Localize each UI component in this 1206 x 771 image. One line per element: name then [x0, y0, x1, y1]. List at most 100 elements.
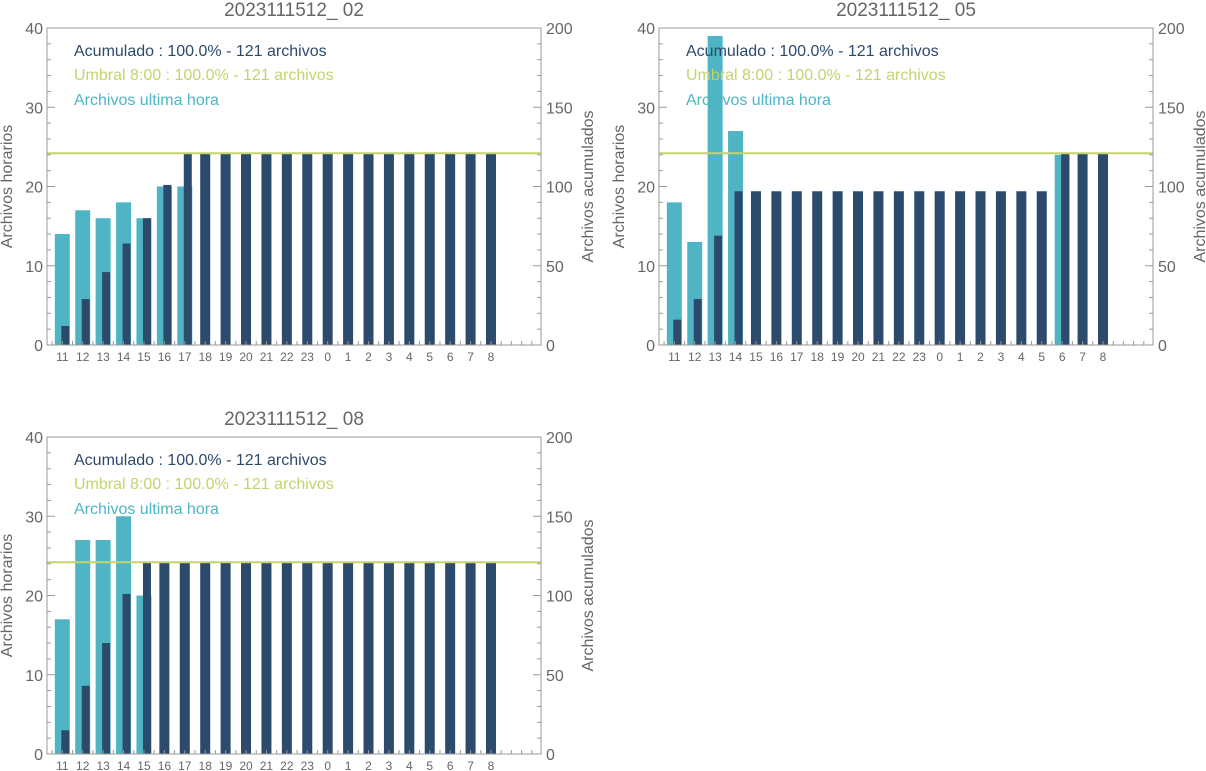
x-tick-label: 17 — [178, 350, 192, 364]
cumulative-bar-8 — [485, 562, 496, 754]
hourly-bar-11 — [666, 202, 682, 345]
x-tick-label: 0 — [936, 350, 943, 364]
right-tick-label: 200 — [546, 430, 573, 447]
cumulative-bar-11 — [61, 325, 70, 345]
cumulative-bar-16 — [163, 184, 172, 345]
left-tick-label: 20 — [25, 180, 43, 197]
legend-acumulado: Acumulado : 100.0% - 121 archivos — [686, 43, 939, 60]
cumulative-bar-21 — [261, 562, 272, 754]
cumulative-bar-23 — [302, 153, 313, 345]
chart-title: 2023111512_ 08 — [224, 409, 364, 430]
right-tick-label: 150 — [1158, 100, 1185, 117]
x-tick-label: 11 — [668, 350, 681, 364]
x-tick-label: 7 — [467, 350, 474, 364]
cumulative-bar-1 — [343, 562, 354, 754]
cumulative-bar-22 — [281, 562, 292, 754]
x-tick-label: 12 — [76, 350, 90, 364]
y-axis-title: Archivos horarios — [611, 125, 628, 249]
x-tick-label: 23 — [913, 350, 927, 364]
x-tick-label: 12 — [688, 350, 702, 364]
left-tick-label: 20 — [25, 589, 43, 606]
cumulative-bar-0 — [322, 153, 333, 345]
x-tick-label: 20 — [851, 350, 865, 364]
cumulative-bar-15 — [750, 191, 761, 345]
cumulative-bar-3 — [383, 562, 394, 754]
x-tick-label: 20 — [239, 759, 253, 771]
legend-acumulado: Acumulado : 100.0% - 121 archivos — [74, 43, 327, 60]
x-tick-label: 14 — [117, 350, 131, 364]
x-tick-label: 18 — [199, 759, 213, 771]
x-tick-label: 3 — [998, 350, 1005, 364]
cumulative-bar-21 — [261, 153, 272, 345]
cumulative-bar-7 — [465, 153, 476, 345]
x-tick-label: 2 — [365, 759, 372, 771]
left-tick-label: 30 — [25, 100, 43, 117]
x-tick-label: 6 — [1059, 350, 1066, 364]
x-tick-label: 22 — [280, 350, 294, 364]
cumulative-bar-19 — [220, 153, 231, 345]
legend-umbral: Umbral 8:00 : 100.0% - 121 archivos — [686, 67, 946, 84]
cumulative-bar-16 — [771, 191, 782, 345]
cumulative-bar-20 — [241, 153, 252, 345]
cumulative-bar-2 — [975, 191, 986, 345]
cumulative-bar-1 — [955, 191, 966, 345]
x-tick-label: 22 — [892, 350, 906, 364]
cumulative-bar-23 — [302, 562, 313, 754]
chart-title: 2023111512_ 05 — [836, 0, 976, 21]
x-tick-label: 4 — [406, 350, 413, 364]
left-tick-label: 0 — [646, 338, 655, 355]
cumulative-bar-22 — [281, 153, 292, 345]
legend-umbral: Umbral 8:00 : 100.0% - 121 archivos — [74, 67, 334, 84]
x-tick-label: 4 — [406, 759, 413, 771]
x-tick-label: 1 — [345, 350, 352, 364]
x-tick-label: 17 — [790, 350, 804, 364]
left-tick-label: 30 — [637, 100, 655, 117]
x-tick-label: 14 — [729, 350, 743, 364]
x-tick-label: 22 — [280, 759, 294, 771]
x-tick-label: 0 — [324, 759, 331, 771]
cumulative-bar-19 — [220, 562, 231, 754]
left-tick-label: 40 — [25, 21, 43, 38]
x-tick-label: 5 — [426, 759, 433, 771]
right-tick-label: 100 — [546, 589, 573, 606]
x-tick-label: 2 — [977, 350, 984, 364]
x-tick-label: 17 — [178, 759, 192, 771]
left-tick-label: 30 — [25, 509, 43, 526]
right-tick-label: 50 — [1158, 259, 1176, 276]
x-tick-label: 15 — [749, 350, 763, 364]
legend-umbral: Umbral 8:00 : 100.0% - 121 archivos — [74, 476, 334, 493]
cumulative-bar-13 — [102, 643, 111, 754]
cumulative-bar-15 — [142, 562, 151, 754]
y2-axis-title: Archivos acumulados — [1192, 110, 1206, 262]
right-tick-label: 100 — [1158, 180, 1185, 197]
cumulative-bar-14 — [122, 243, 131, 345]
x-tick-label: 11 — [56, 350, 69, 364]
x-tick-label: 19 — [831, 350, 845, 364]
cumulative-bar-8 — [485, 153, 496, 345]
cumulative-bar-7 — [465, 562, 476, 754]
x-tick-label: 6 — [447, 759, 454, 771]
chart-title: 2023111512_ 02 — [224, 0, 364, 21]
hourly-bar-11 — [54, 234, 70, 345]
hourly-bar-11 — [54, 619, 70, 754]
right-tick-label: 150 — [546, 509, 573, 526]
x-tick-label: 3 — [386, 350, 393, 364]
cumulative-bar-6 — [445, 153, 456, 345]
y-axis-title: Archivos horarios — [0, 534, 16, 658]
cumulative-bar-5 — [1036, 191, 1047, 345]
left-tick-label: 20 — [637, 180, 655, 197]
x-tick-label: 5 — [1038, 350, 1045, 364]
x-tick-label: 23 — [301, 350, 315, 364]
x-tick-label: 21 — [872, 350, 886, 364]
right-tick-label: 50 — [546, 259, 564, 276]
cumulative-bar-17 — [183, 153, 192, 345]
cumulative-bar-4 — [1016, 191, 1027, 345]
legend-ultima-hora: Archivos ultima hora — [74, 501, 219, 518]
cumulative-bar-20 — [241, 562, 252, 754]
legend-ultima-hora: Archivos ultima hora — [74, 92, 219, 109]
x-tick-label: 21 — [260, 759, 274, 771]
x-tick-label: 13 — [96, 759, 110, 771]
